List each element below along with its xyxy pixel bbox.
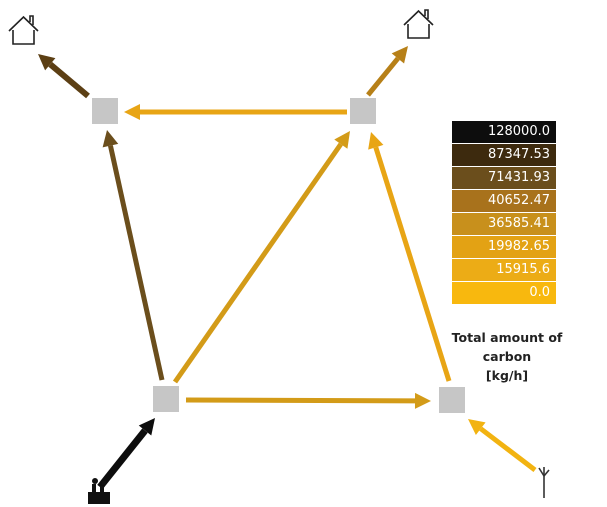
legend: 128000.0 87347.53 71431.93 40652.47 3658…	[452, 121, 556, 305]
legend-entry: 128000.0	[452, 121, 556, 143]
flow-turbine-to-bottom-right	[479, 426, 537, 472]
node-bottom-left	[153, 386, 179, 412]
legend-title-line1: Total amount of carbon	[451, 330, 563, 364]
legend-entry: 87347.53	[452, 144, 556, 166]
flow-source-to-bottom-left	[97, 428, 148, 490]
flow-turbine-to-bottom-right-arrowhead	[468, 419, 486, 436]
legend-entry: 15915.6	[452, 259, 556, 281]
flow-bottom-left-to-bottom-right-arrowhead	[414, 392, 431, 409]
wind-turbine-icon	[538, 467, 550, 498]
flow-source-to-bottom-left-arrowhead	[138, 418, 155, 436]
flow-bottom-right-to-top-right-arrowhead	[368, 132, 384, 150]
legend-entry: 0.0	[452, 282, 556, 304]
legend-title: Total amount of carbon [kg/h]	[437, 328, 577, 385]
flow-bottom-left-to-top-left-arrowhead	[102, 130, 119, 148]
flow-bottom-left-to-top-right	[172, 142, 343, 384]
flow-bottom-left-to-top-left	[107, 145, 165, 381]
legend-title-line2: [kg/h]	[485, 368, 529, 383]
flow-top-left-to-house	[48, 61, 90, 99]
flow-top-right-to-house-arrowhead	[391, 46, 408, 64]
flow-bottom-left-to-bottom-right	[185, 397, 416, 404]
legend-entry: 36585.41	[452, 213, 556, 235]
flow-top-right-to-house	[366, 56, 400, 97]
legend-entry: 40652.47	[452, 190, 556, 212]
legend-entry: 19982.65	[452, 236, 556, 258]
factory-icon	[88, 478, 110, 504]
node-top-right	[350, 98, 376, 124]
flow-top-left-to-house-arrowhead	[38, 54, 56, 71]
legend-entry: 71431.93	[452, 167, 556, 189]
house-icon	[403, 9, 434, 39]
house-icon	[8, 15, 39, 45]
node-top-left	[92, 98, 118, 124]
node-bottom-right	[439, 387, 465, 413]
flow-top-right-to-top-left-arrowhead	[124, 104, 140, 120]
flow-bottom-left-to-top-right-arrowhead	[334, 131, 350, 149]
flow-bottom-right-to-top-right	[373, 146, 452, 382]
